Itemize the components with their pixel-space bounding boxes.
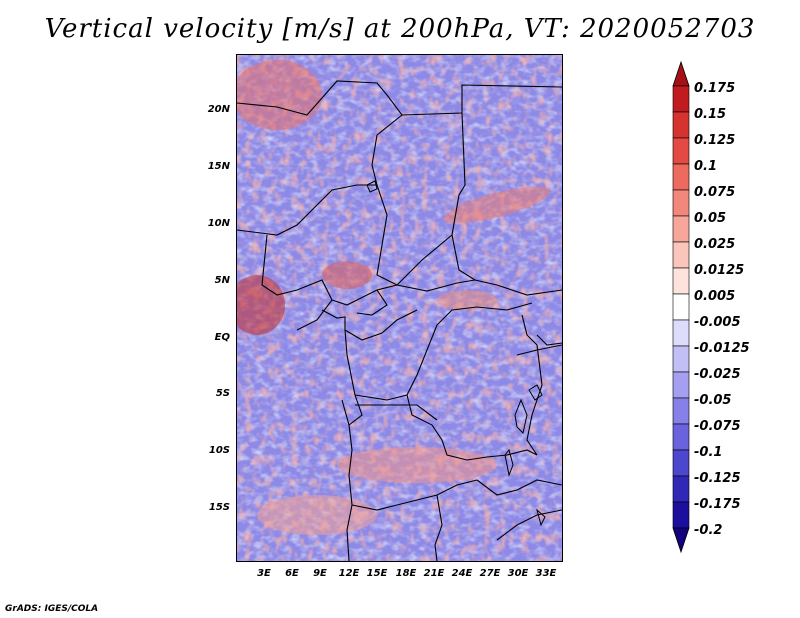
x-tick-label: 6E [285,568,299,579]
positive-velocity-zones [237,60,551,535]
colorbar-segment [672,449,690,477]
x-tick-label: 3E [257,568,271,579]
colorbar-label: -0.05 [694,393,732,408]
colorbar-label: -0.1 [694,445,723,460]
chart-title: Vertical velocity [m/s] at 200hPa, VT: 2… [44,14,756,44]
colorbar-segment [672,371,690,399]
colorbar-label: 0.025 [694,237,736,252]
colorbar-bottom-arrow [672,527,690,554]
colorbar-label: -0.2 [694,523,723,538]
x-tick-label: 33E [535,568,557,579]
y-tick-label: EQ [214,332,230,343]
colorbar-label: -0.0125 [694,341,750,356]
colorbar-label: -0.025 [694,367,741,382]
colorbar-label: -0.075 [694,419,741,434]
colorbar-segment [672,137,690,165]
colorbar-label: 0.1 [694,159,718,174]
colorbar-segment [672,163,690,191]
x-tick-label: 24E [451,568,473,579]
map-panel [236,54,563,562]
y-tick-label: 15N [207,161,230,172]
x-tick-label: 18E [395,568,417,579]
x-tick-label: 9E [313,568,327,579]
country-borders [237,80,562,561]
x-tick-label: 21E [423,568,445,579]
colorbar-label: -0.005 [694,315,741,330]
y-tick-label: 5S [215,388,230,399]
y-tick-label: 20N [207,104,230,115]
footer-credit: GrADS: IGES/COLA [5,604,99,614]
x-tick-label: 27E [479,568,501,579]
colorbar-segment [672,423,690,451]
colorbar-label: 0.175 [694,81,736,96]
y-tick-label: 10S [208,445,230,456]
colorbar-label: 0.005 [694,289,736,304]
colorbar-segment [672,345,690,373]
lake-outlines [366,180,546,527]
velocity-field [237,55,562,561]
colorbar-segment [672,319,690,347]
x-tick-label: 12E [338,568,360,579]
colorbar-segment [672,501,690,529]
colorbar-label: -0.125 [694,471,741,486]
colorbar-label: 0.075 [694,185,736,200]
x-tick-label: 30E [507,568,529,579]
colorbar-segment [672,293,690,321]
colorbar-segment [672,241,690,269]
colorbar-label: 0.0125 [694,263,745,278]
colorbar-top-arrow [672,60,690,87]
colorbar-segment [672,111,690,139]
colorbar-label: -0.175 [694,497,741,512]
colorbar-segment [672,215,690,243]
colorbar-label: 0.125 [694,133,736,148]
colorbar-label: 0.05 [694,211,727,226]
colorbar-segment [672,189,690,217]
colorbar-segment [672,475,690,503]
x-tick-label: 15E [366,568,388,579]
y-tick-label: 15S [208,502,230,513]
colorbar [672,60,690,554]
colorbar-segment [672,85,690,113]
y-tick-label: 10N [207,218,230,229]
colorbar-segments [672,60,690,554]
colorbar-label: 0.15 [694,107,727,122]
colorbar-segment [672,267,690,295]
colorbar-segment [672,397,690,425]
y-tick-label: 5N [214,275,230,286]
